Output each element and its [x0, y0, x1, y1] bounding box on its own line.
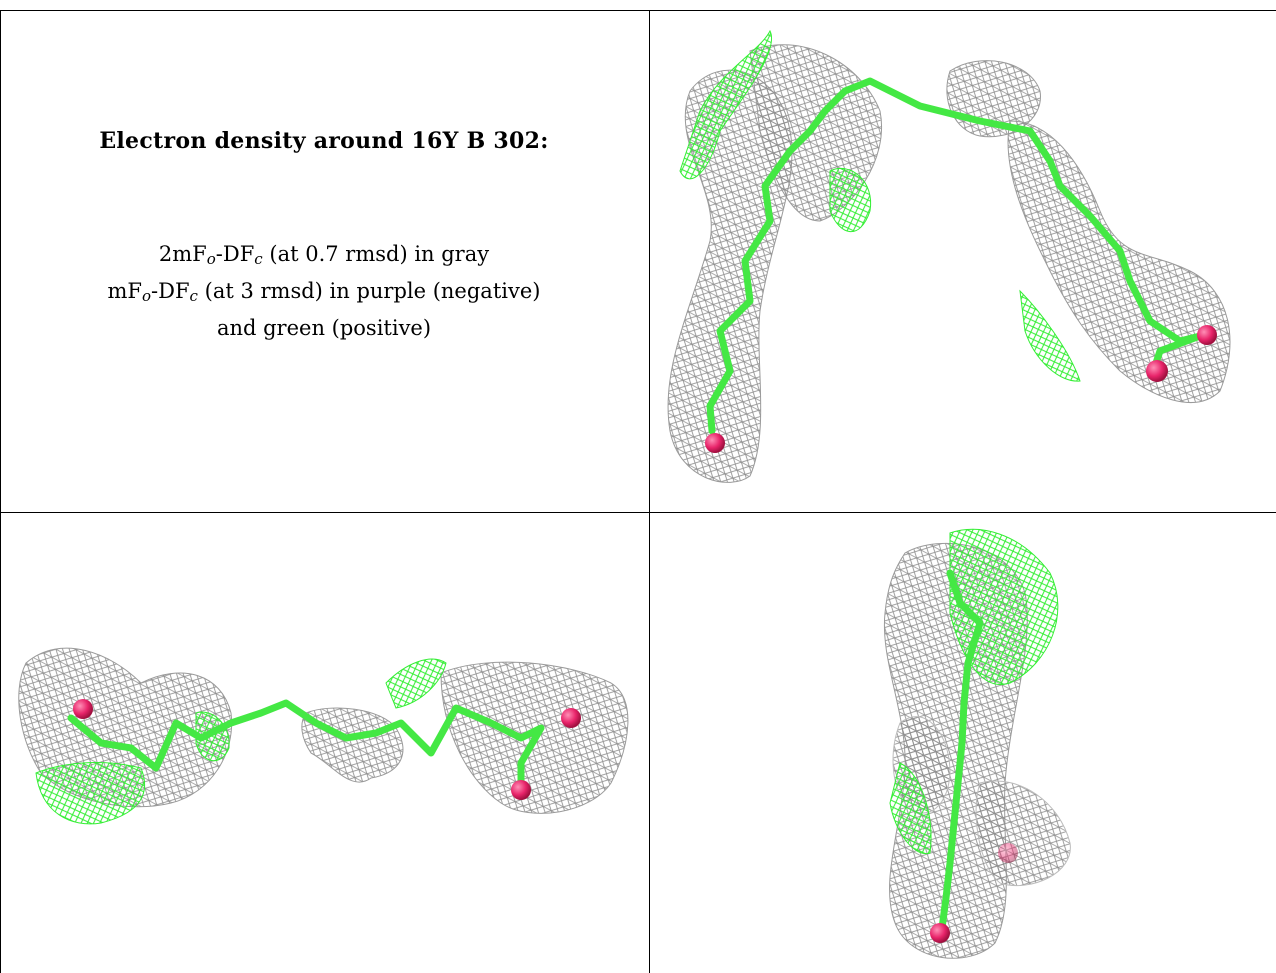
oxygen-atom — [1146, 360, 1168, 382]
view-bottom-right — [650, 513, 1276, 973]
table-border-left — [0, 10, 1, 973]
caption-cell: Electron density around 16Y B 302: 2mFo-… — [0, 0, 648, 512]
table-border-center — [649, 10, 650, 973]
oxygen-atom — [1197, 325, 1217, 345]
density-image-bottom-left — [18, 647, 629, 825]
table-border-middle — [0, 512, 1276, 513]
table-border-top — [0, 10, 1276, 11]
figure-title: Electron density around 16Y B 302: — [99, 128, 549, 154]
legend-line-positive: and green (positive) — [216, 316, 432, 340]
view-bottom-left — [1, 513, 649, 973]
legend-text: 2mFo-DFc (at 0.7 rmsd) in gray mFo-DFc (… — [0, 238, 648, 344]
oxygen-atom — [930, 923, 950, 943]
density-image-top-right — [667, 29, 1231, 483]
oxygen-atom — [73, 699, 93, 719]
oxygen-atom — [998, 843, 1018, 863]
oxygen-atom — [705, 433, 725, 453]
green-mesh-positive — [889, 528, 1059, 855]
view-top-right — [650, 11, 1276, 512]
green-mesh-positive — [679, 29, 1081, 382]
ligand-stick-model — [67, 699, 581, 800]
legend-line-fofc: mFo-DFc (at 3 rmsd) in purple (negative) — [107, 279, 541, 305]
ligand-stick-model — [705, 77, 1217, 453]
oxygen-atom — [561, 708, 581, 728]
ligand-stick-model — [930, 569, 1018, 943]
oxygen-atom — [511, 780, 531, 800]
legend-line-2fofc: 2mFo-DFc (at 0.7 rmsd) in gray — [158, 242, 490, 268]
density-image-bottom-right — [883, 528, 1071, 959]
green-mesh-positive — [35, 658, 447, 825]
